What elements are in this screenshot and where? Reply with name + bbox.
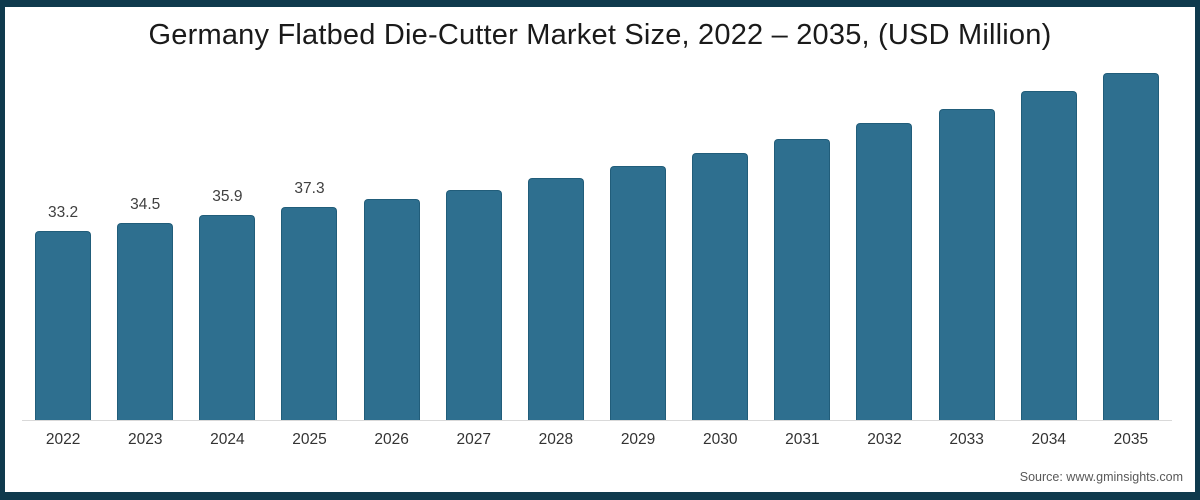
x-tick-label-2029: 2029 — [620, 431, 656, 448]
x-tick-label-2024: 2024 — [210, 431, 245, 448]
bar-column-2032: 2032 — [843, 60, 925, 448]
bar-column-2025: 37.3 2025 — [268, 60, 350, 448]
chart-title: Germany Flatbed Die-Cutter Market Size, … — [148, 19, 1052, 51]
bar-column-2030: 2030 — [679, 60, 761, 448]
bar-2033 — [938, 109, 995, 420]
bar-2031 — [774, 139, 831, 420]
x-tick-label-2033: 2033 — [949, 431, 984, 448]
bar-2035 — [1102, 73, 1159, 420]
x-tick-label-2030: 2030 — [702, 431, 738, 448]
bar-column-2022: 33.2 2022 — [22, 60, 104, 448]
source-text: Source: www.gminsights.com — [1019, 470, 1183, 484]
x-tick-label-2023: 2023 — [127, 431, 163, 448]
x-tick-label-2034: 2034 — [1031, 431, 1066, 448]
plot-area: 33.2 2022 34.5 2023 35.9 2024 37.3 2025 2026 2027… — [22, 60, 1172, 448]
bar-2026 — [363, 199, 420, 420]
x-tick-label-2025: 2025 — [292, 431, 327, 448]
x-tick-label-2031: 2031 — [785, 431, 820, 448]
x-tick-label-2022: 2022 — [45, 431, 81, 448]
bar-column-2033: 2033 — [926, 60, 1008, 448]
value-label-2023: 34.5 — [130, 196, 161, 213]
bar-2032 — [856, 123, 913, 420]
bar-column-2031: 2031 — [761, 60, 843, 448]
value-label-2024: 35.9 — [212, 188, 243, 205]
bar-2029 — [610, 166, 667, 420]
bar-column-2024: 35.9 2024 — [186, 60, 268, 448]
value-label-2025: 37.3 — [294, 180, 325, 197]
x-tick-label-2032: 2032 — [867, 431, 902, 448]
x-tick-label-2028: 2028 — [538, 431, 574, 448]
x-tick-label-2026: 2026 — [374, 431, 409, 448]
bar-column-2028: 2028 — [515, 60, 597, 448]
x-tick-label-2035: 2035 — [1113, 431, 1149, 448]
value-label-2022: 33.2 — [47, 204, 79, 221]
bar-2025 — [281, 207, 338, 420]
bar-2022 — [35, 231, 92, 420]
bar-column-2034: 2034 — [1008, 60, 1090, 448]
bar-column-2026: 2026 — [351, 60, 433, 448]
bar-column-2027: 2027 — [433, 60, 515, 448]
x-tick-label-2027: 2027 — [456, 431, 492, 448]
bar-2023 — [117, 223, 174, 420]
bar-2034 — [1020, 91, 1077, 420]
bar-column-2023: 34.5 2023 — [104, 60, 186, 448]
bar-column-2029: 2029 — [597, 60, 679, 448]
bar-2030 — [692, 153, 749, 420]
bar-column-2035: 2035 — [1090, 60, 1172, 448]
bar-2024 — [199, 215, 256, 420]
x-axis-line — [22, 420, 1172, 421]
bar-2027 — [445, 190, 502, 420]
bar-2028 — [527, 178, 584, 420]
